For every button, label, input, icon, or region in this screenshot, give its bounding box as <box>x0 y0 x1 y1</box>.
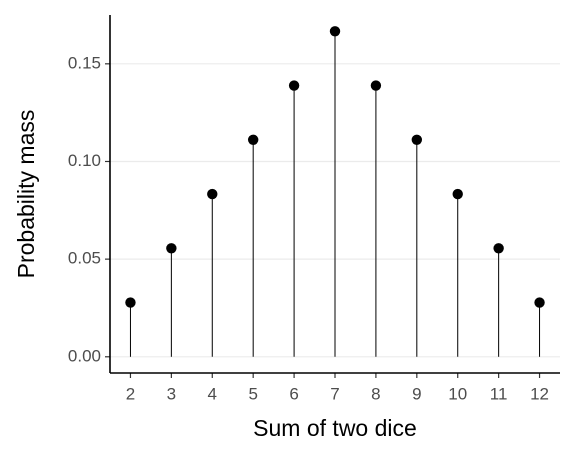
point <box>288 80 300 91</box>
x-tick-label: 9 <box>412 384 421 403</box>
point <box>534 297 545 308</box>
point <box>207 188 218 200</box>
x-tick-label: 3 <box>167 384 176 403</box>
y-axis-title: Probability mass <box>13 110 39 279</box>
point <box>329 26 341 37</box>
x-axis-title: Sum of two dice <box>253 415 417 441</box>
point <box>247 134 259 145</box>
point <box>411 134 423 145</box>
point <box>452 188 463 200</box>
point <box>166 243 177 254</box>
y-tick-label: 0.05 <box>68 249 101 268</box>
x-tick-label: 10 <box>448 384 467 403</box>
point <box>125 297 136 308</box>
x-tick-label: 11 <box>490 384 508 403</box>
x-tick-label: 7 <box>330 384 339 403</box>
x-tick-label: 2 <box>126 384 135 403</box>
x-tick-label: 5 <box>248 384 257 403</box>
x-tick-label: 6 <box>289 384 298 403</box>
x-tick-label: 4 <box>208 384 217 403</box>
point <box>370 80 382 91</box>
y-tick-label: 0.00 <box>68 346 101 365</box>
x-tick-label: 8 <box>371 384 380 403</box>
point <box>493 243 504 254</box>
y-tick-label: 0.15 <box>68 53 101 72</box>
x-tick-label: 12 <box>530 384 549 403</box>
y-tick-label: 0.10 <box>68 151 101 170</box>
